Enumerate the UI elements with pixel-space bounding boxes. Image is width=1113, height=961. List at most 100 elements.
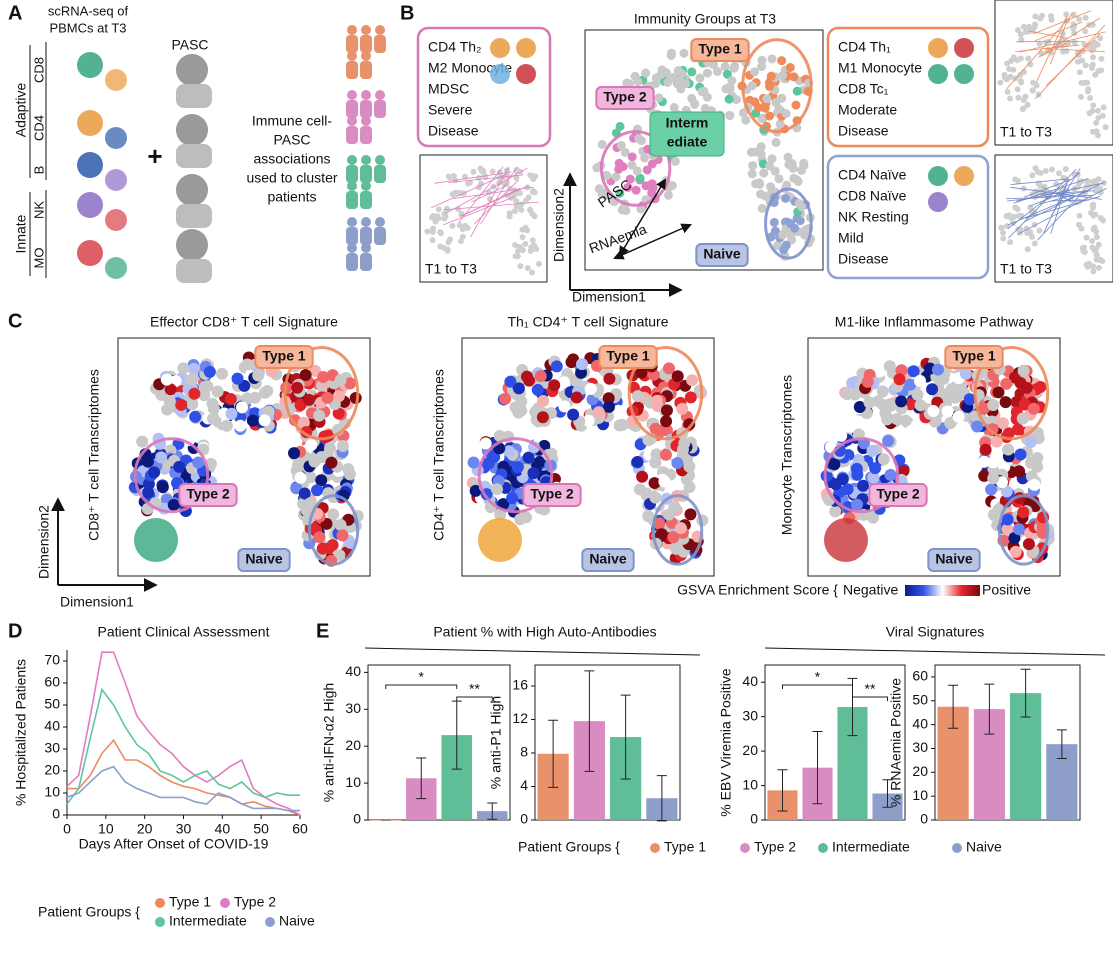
info-text: Mild xyxy=(838,230,864,246)
cell-point xyxy=(602,400,615,413)
cell-point xyxy=(820,469,833,482)
axis-label: Dimension1 xyxy=(572,289,646,305)
y-tick-label: 50 xyxy=(912,691,928,707)
y-tick-label: 12 xyxy=(512,710,528,726)
cell-point xyxy=(535,260,542,267)
cell-point xyxy=(670,156,680,166)
cell-point xyxy=(576,358,589,371)
info-text: Moderate xyxy=(838,102,897,118)
people-icon xyxy=(346,253,358,271)
cell-point xyxy=(1063,41,1070,48)
cell-point xyxy=(537,395,550,408)
cell-point xyxy=(548,379,561,392)
association-text: patients xyxy=(267,189,316,205)
cell-point xyxy=(518,201,525,208)
group-tag: Type 1 xyxy=(698,41,742,57)
cell-point xyxy=(1070,11,1077,18)
people-icon xyxy=(347,116,357,126)
cell-point xyxy=(996,417,1009,430)
cell-point xyxy=(1102,124,1109,131)
significance-label: ** xyxy=(865,681,876,697)
trajectory xyxy=(434,171,512,184)
cell-point xyxy=(457,238,464,245)
y-tick-label: 0 xyxy=(52,806,60,822)
cell-point xyxy=(1076,212,1083,219)
cell-point xyxy=(757,62,767,72)
cell-point xyxy=(850,462,863,475)
significance-label: * xyxy=(815,669,821,685)
cell-point xyxy=(1084,79,1091,86)
cell-point xyxy=(524,184,531,191)
cell-point xyxy=(1085,88,1092,95)
cell-point xyxy=(666,51,676,61)
cell-point xyxy=(893,373,906,386)
cell-point xyxy=(1001,74,1008,81)
cell-point xyxy=(470,168,477,175)
trajectory xyxy=(458,166,504,223)
people-icon xyxy=(346,227,358,245)
cell-point xyxy=(520,370,533,383)
cell-point xyxy=(504,375,517,388)
people-icon xyxy=(374,35,386,53)
info-text: CD4 Naïve xyxy=(838,167,907,183)
cell-icon xyxy=(105,127,127,149)
cell-point xyxy=(649,491,662,504)
cell-point xyxy=(1062,166,1069,173)
people-icon xyxy=(346,35,358,53)
cell-point xyxy=(683,460,696,473)
cell-point xyxy=(512,242,519,249)
cell-icon xyxy=(105,69,127,91)
cell-icon xyxy=(105,169,127,191)
cell-point xyxy=(676,443,689,456)
cell-icon xyxy=(105,209,127,231)
people-icon xyxy=(346,61,358,79)
cell-point xyxy=(620,147,630,157)
cell-point xyxy=(670,542,683,555)
cell-point xyxy=(987,472,1000,485)
cell-point xyxy=(1094,132,1101,139)
cell-point xyxy=(941,405,954,418)
y-tick-label: 40 xyxy=(345,663,361,679)
cell-point xyxy=(778,71,788,81)
cell-point xyxy=(829,478,842,491)
cell-point xyxy=(828,458,841,471)
cell-point xyxy=(512,406,525,419)
cell-point xyxy=(225,407,238,420)
cell-icon xyxy=(516,38,536,58)
cell-point xyxy=(534,370,547,383)
cell-point xyxy=(522,241,529,248)
cell-point xyxy=(148,466,161,479)
cell-point xyxy=(927,404,940,417)
cell-point xyxy=(449,222,456,229)
cell-point xyxy=(506,210,513,217)
cell-point xyxy=(767,54,777,64)
group-tag-box xyxy=(522,483,582,507)
people-icon xyxy=(346,100,358,118)
cell-point xyxy=(1093,256,1100,263)
trajectory xyxy=(1034,10,1091,34)
cell-point xyxy=(791,100,801,110)
info-text: Severe xyxy=(428,102,473,118)
cell-point xyxy=(829,505,842,518)
cell-point xyxy=(177,362,190,375)
cell-point xyxy=(1009,545,1022,558)
cell-point xyxy=(990,435,1003,448)
cell-point xyxy=(334,518,347,531)
trajectory xyxy=(480,167,517,225)
group-outline xyxy=(477,437,554,514)
cell-point xyxy=(1048,16,1055,23)
cell-point xyxy=(1014,27,1021,34)
cell-point xyxy=(529,269,536,276)
cell-point xyxy=(336,529,349,542)
info-text: CD8 Tc₁ xyxy=(838,81,889,97)
trajectory-label: T1 to T3 xyxy=(1000,124,1052,140)
error-bar xyxy=(1020,668,1031,718)
group-tag-box xyxy=(254,345,314,369)
cell-point xyxy=(747,169,757,179)
cell-point xyxy=(442,213,449,220)
cell-icon xyxy=(490,64,510,84)
cell-point xyxy=(494,508,507,521)
significance-label: * xyxy=(419,669,425,685)
arrow xyxy=(613,223,692,260)
x-tick-label: 0 xyxy=(63,821,71,837)
